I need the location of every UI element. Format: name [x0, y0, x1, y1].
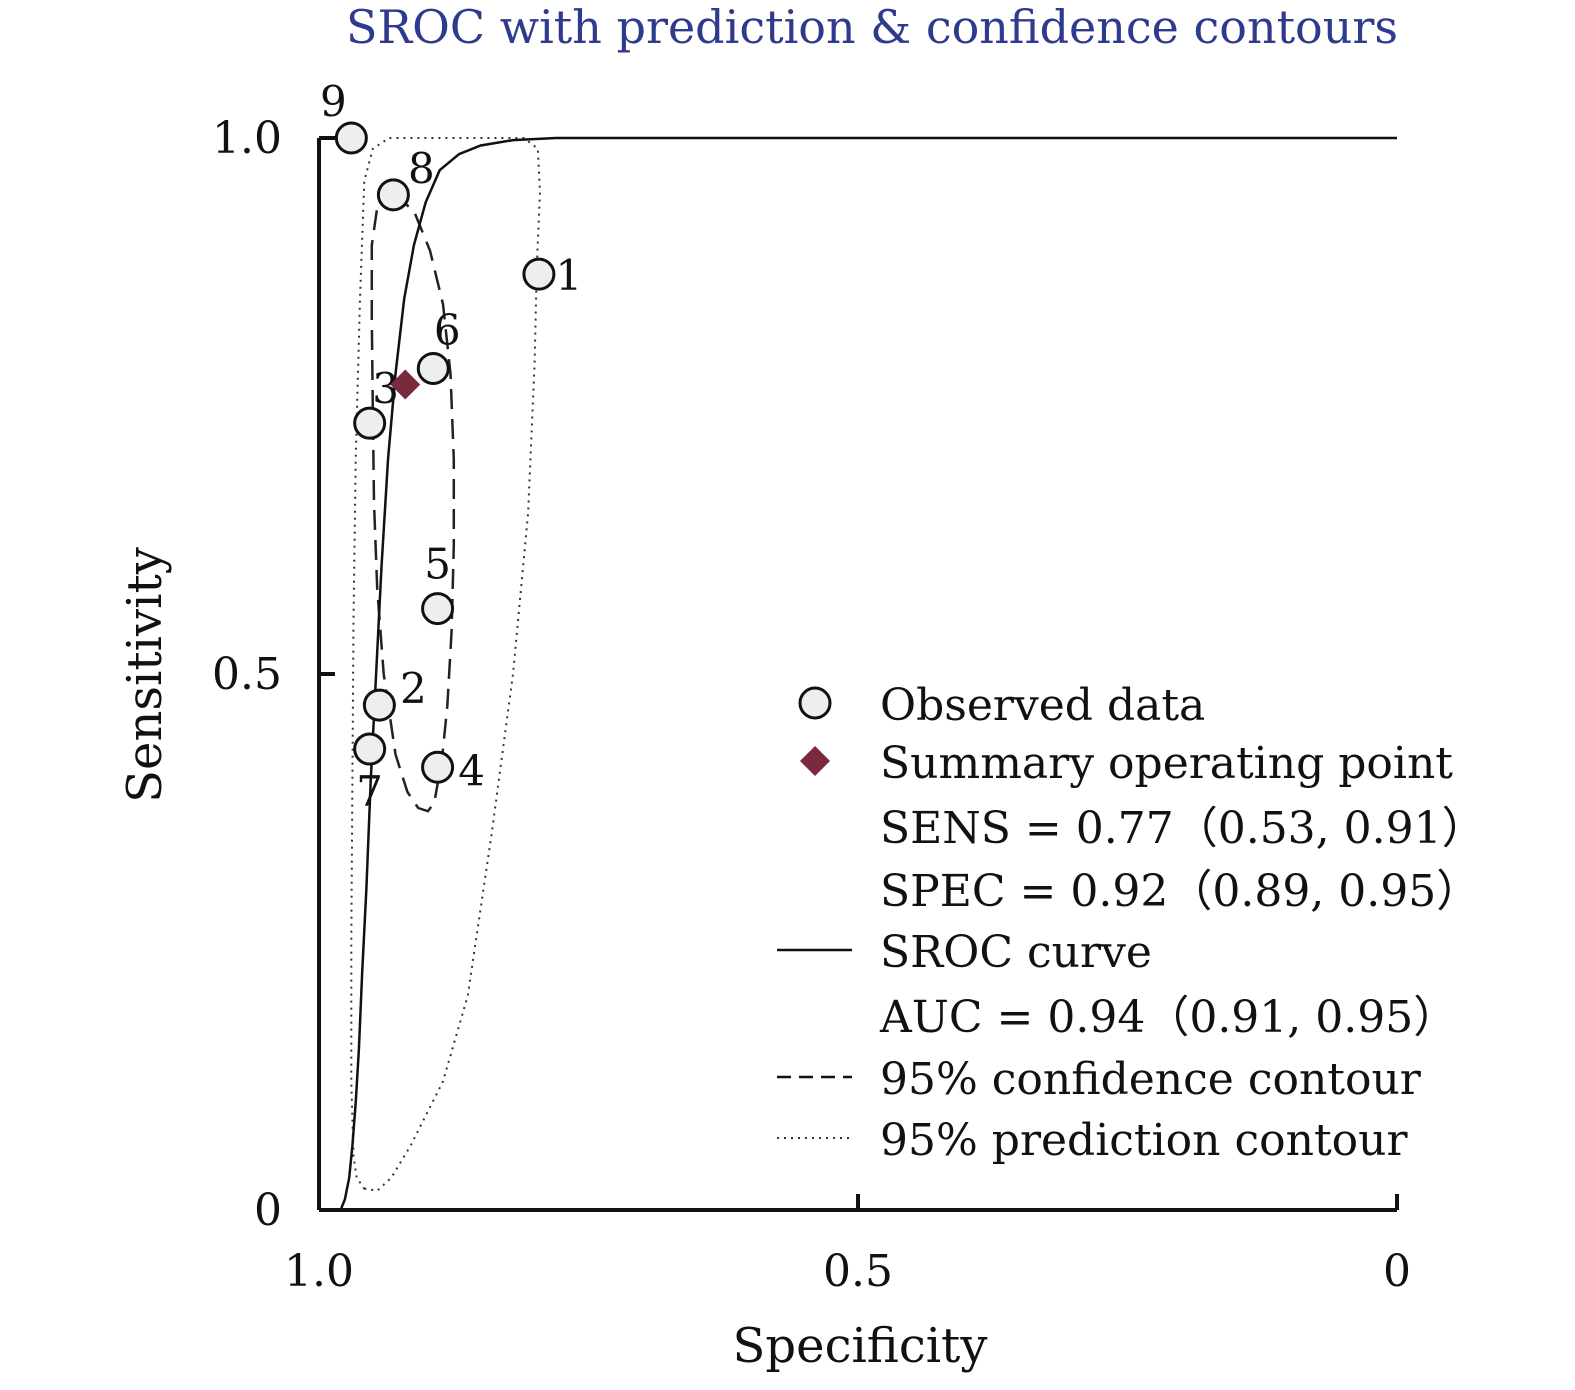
- legend-label: 95% prediction contour: [880, 1115, 1408, 1166]
- y-axis-label: Sensitivity: [117, 547, 173, 803]
- legend-label: AUC = 0.94（0.91, 0.95）: [879, 992, 1457, 1043]
- confidence-contour: [370, 190, 456, 813]
- observed-point-label: 1: [556, 251, 583, 300]
- legend-marker-diamond: [800, 746, 830, 776]
- summary-operating-point: [390, 369, 421, 400]
- sroc-curve: [339, 136, 1397, 1211]
- legend: Observed data Summary operating point SENS…: [777, 680, 1486, 1166]
- observed-point: [353, 406, 387, 440]
- observed-point-label: 2: [400, 664, 427, 713]
- x-axis-label: Specificity: [733, 1318, 988, 1374]
- observed-point-label: 6: [434, 305, 461, 354]
- legend-label: SENS = 0.77（0.53, 0.91）: [880, 803, 1486, 854]
- x-tick-label: 1.0: [284, 1246, 354, 1297]
- observed-point-label: 7: [356, 767, 383, 816]
- prediction-contour: [350, 137, 542, 1192]
- observed-point: [353, 732, 387, 766]
- legend-label: 95% confidence contour: [880, 1054, 1422, 1105]
- observed-point: [416, 351, 450, 385]
- observed-point: [334, 121, 368, 155]
- observed-point-label: 8: [408, 144, 435, 193]
- observed-point: [376, 178, 410, 212]
- observed-point: [421, 592, 455, 626]
- observed-point: [522, 257, 556, 291]
- legend-label: SROC curve: [880, 927, 1152, 978]
- y-tick-label: 0.5: [212, 649, 282, 700]
- observed-point-label: 4: [458, 746, 485, 795]
- legend-label: Observed data: [880, 680, 1205, 731]
- y-tick-label: 0: [254, 1185, 282, 1236]
- chart-title: SROC with prediction & confidence contou…: [346, 0, 1398, 54]
- observed-point: [362, 688, 396, 722]
- contours: [339, 136, 1397, 1211]
- observed-point: [421, 750, 455, 784]
- legend-label: SPEC = 0.92（0.89, 0.95）: [880, 866, 1480, 917]
- x-tick-label: 0: [1383, 1246, 1411, 1297]
- legend-label: Summary operating point: [880, 738, 1453, 789]
- observed-point-label: 5: [424, 540, 451, 589]
- legend-marker-circle: [798, 686, 832, 720]
- observed-point-label: 9: [320, 77, 347, 126]
- y-tick-label: 1.0: [212, 113, 282, 164]
- x-tick-label: 0.5: [823, 1246, 893, 1297]
- axes: 1.0 0.5 0 0 0.5 1.0: [212, 113, 1411, 1297]
